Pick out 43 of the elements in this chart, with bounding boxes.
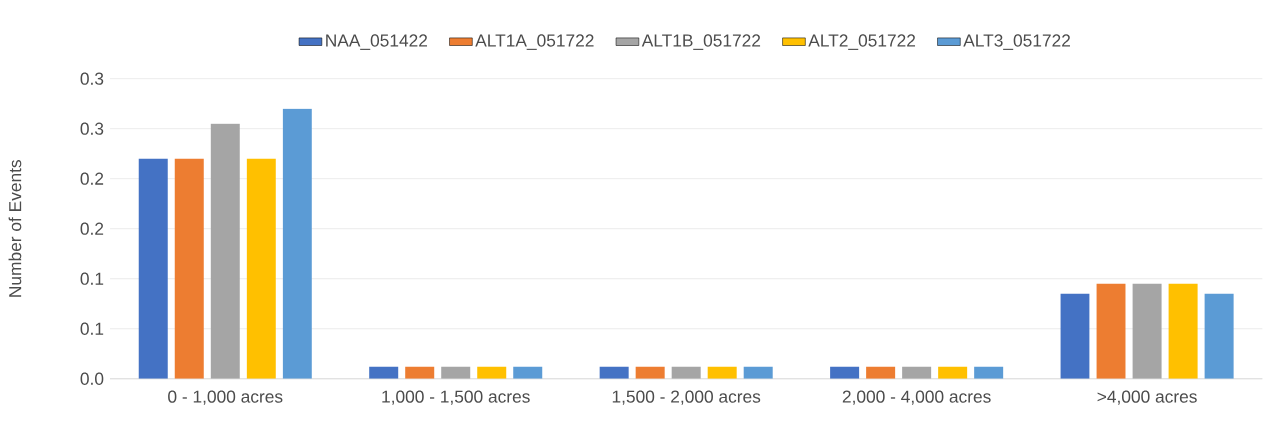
bar <box>830 366 860 379</box>
bar <box>441 366 471 379</box>
legend-label: NAA_051422 <box>326 34 428 51</box>
bar <box>671 366 701 379</box>
bar <box>707 366 737 379</box>
legend-label: ALT1B_051722 <box>641 34 761 51</box>
y-tick-label: 0.2 <box>80 222 104 235</box>
bar <box>1096 283 1126 379</box>
bar <box>138 158 168 379</box>
legend-label: ALT1A_051722 <box>475 34 594 51</box>
y-tick-label: 0.2 <box>80 172 104 185</box>
bar <box>174 158 204 379</box>
y-tick-label: 0.3 <box>80 122 104 135</box>
bar <box>866 366 896 379</box>
bar <box>938 366 968 379</box>
legend-label: ALT2_051722 <box>808 34 916 51</box>
bar <box>1132 283 1162 379</box>
y-tick-label: 0.0 <box>80 372 104 385</box>
bar <box>635 366 665 379</box>
bar <box>282 108 312 379</box>
bar <box>210 123 240 379</box>
y-tick-label: 0.1 <box>80 272 104 285</box>
bar <box>246 158 276 379</box>
bar <box>405 366 435 379</box>
x-tick-label: 1,000 - 1,500 acres <box>382 390 530 405</box>
x-tick-label: >4,000 acres <box>1097 390 1197 405</box>
bar <box>974 366 1004 379</box>
bar <box>1168 283 1198 379</box>
bar <box>743 366 773 379</box>
bar <box>513 366 543 379</box>
x-tick-label: 0 - 1,000 acres <box>168 390 283 405</box>
x-tick-label: 2,000 - 4,000 acres <box>842 390 991 405</box>
legend-label: ALT3_051722 <box>963 34 1070 51</box>
x-tick-label: 1,500 - 2,000 acres <box>612 390 761 405</box>
bar <box>477 366 507 379</box>
y-tick-label: 0.3 <box>80 72 104 85</box>
bar <box>1204 293 1234 379</box>
bar <box>1060 293 1090 379</box>
bar <box>599 366 629 379</box>
y-axis-title: Number of Events <box>8 160 22 297</box>
y-tick-label: 0.1 <box>80 322 104 335</box>
bar <box>369 366 399 379</box>
bar <box>902 366 932 379</box>
